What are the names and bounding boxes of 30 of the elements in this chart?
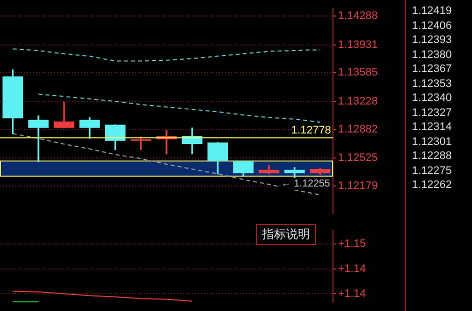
text: 1.12262: [412, 178, 453, 192]
y-tick-label: +1.15: [338, 238, 366, 250]
line-series: [12, 48, 321, 62]
text: 1.12406: [412, 18, 453, 33]
text: 1.12380: [412, 48, 453, 62]
text: 1.12367: [412, 62, 453, 76]
annotation: ← 1.12255: [281, 178, 330, 190]
ref-line-label: 1.12778: [291, 124, 331, 136]
y-tick-label: 1.13585: [338, 66, 378, 79]
text: 1.12353: [412, 76, 453, 91]
text: 1.12288: [412, 149, 453, 164]
text: 1.12340: [412, 91, 453, 106]
annotation: 指标说明: [256, 224, 316, 245]
candlestick: [28, 116, 49, 162]
y-tick-label: +1.14: [338, 263, 366, 276]
text: 1.12301: [412, 134, 453, 149]
y-tick-label: 1.12179: [338, 180, 378, 192]
y-tick-label: 1.12882: [338, 123, 378, 136]
y-tick-label: 1.12525: [338, 152, 378, 164]
candlestick: [54, 102, 74, 128]
line-series: [38, 94, 321, 123]
text: 1.12419: [412, 4, 453, 18]
y-tick-label: +1.14: [338, 288, 366, 300]
text: 1.12275: [412, 164, 453, 178]
text: 1.12393: [412, 33, 453, 48]
y-tick-label: 1.13931: [338, 38, 378, 51]
y-tick-label: 1.14288: [338, 10, 378, 22]
text: 1.12327: [412, 106, 453, 120]
text: 1.12314: [412, 120, 453, 134]
y-tick-label: 1.13228: [338, 96, 378, 108]
